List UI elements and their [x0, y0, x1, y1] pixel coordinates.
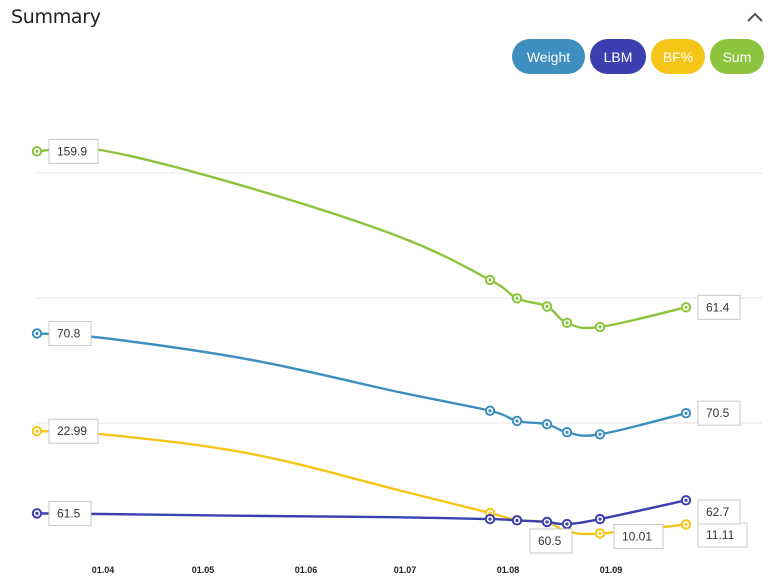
series-line-sum [36, 146, 687, 330]
series-line-bf [36, 430, 687, 536]
data-label: 10.01 [622, 529, 652, 543]
data-point-core [565, 522, 569, 526]
data-label: 159.9 [57, 144, 87, 158]
data-point-core [598, 531, 602, 536]
data-label: 62.7 [706, 505, 730, 519]
data-label-box [697, 294, 741, 320]
legend-weight[interactable]: Weight [512, 39, 585, 74]
series-line-lbm [36, 499, 687, 526]
x-tick-label: 01.05 [192, 565, 215, 575]
legend-sum[interactable]: Sum [710, 39, 764, 74]
legend-lbm[interactable]: LBM [590, 39, 646, 74]
data-point-core [35, 511, 39, 515]
data-point-core [515, 518, 519, 522]
data-label-box [697, 522, 748, 548]
data-point-core [545, 422, 549, 426]
data-point-core [515, 296, 519, 300]
legend-lbm-label: LBM [603, 48, 633, 65]
data-point-core [684, 498, 688, 502]
x-tick-label: 01.04 [92, 565, 115, 575]
chevron-up-icon[interactable] [746, 10, 764, 24]
data-label-box [48, 138, 99, 164]
data-label-box [48, 418, 99, 444]
data-point-core [565, 430, 569, 434]
chart-legend: Weight LBM BF% Sum [0, 39, 781, 75]
data-label: 11.11 [706, 528, 735, 542]
legend-weight-label: Weight [526, 48, 571, 65]
page-title: Summary [11, 6, 101, 28]
data-label-box [697, 400, 741, 426]
data-point-core [488, 511, 492, 515]
data-label-box [613, 523, 664, 549]
legend-bf-label: BF% [662, 48, 694, 65]
data-label: 61.4 [706, 300, 730, 314]
data-point-core [35, 331, 39, 336]
data-label-box [48, 500, 92, 526]
data-point-core [35, 429, 39, 433]
x-tick-label: 01.08 [497, 565, 520, 575]
data-label-box [529, 528, 573, 554]
data-point-core [488, 278, 492, 282]
data-point-core [545, 520, 549, 524]
data-point-core [515, 419, 519, 423]
legend-bf[interactable]: BF% [651, 39, 705, 74]
legend-sum-label: Sum [722, 48, 752, 65]
data-point-core [488, 409, 492, 413]
x-tick-label: 01.06 [295, 565, 318, 575]
data-label: 60.5 [538, 534, 562, 548]
data-point-core [35, 149, 39, 153]
data-point-core [545, 304, 549, 309]
data-point-core [684, 305, 688, 309]
data-point-core [598, 432, 602, 436]
data-label: 70.8 [57, 326, 81, 340]
data-label-box [48, 320, 92, 346]
data-label: 61.5 [57, 506, 81, 520]
x-tick-label: 01.09 [600, 565, 623, 575]
series-line-weight [36, 332, 687, 437]
x-tick-label: 01.07 [394, 565, 417, 575]
data-label: 70.5 [706, 406, 730, 420]
data-point-core [684, 522, 688, 527]
data-point-core [684, 411, 688, 415]
data-point-core [598, 325, 602, 329]
data-point-core [565, 321, 569, 325]
data-point-core [598, 517, 602, 521]
data-label: 22.99 [57, 424, 87, 438]
data-point-core [488, 517, 492, 521]
data-label-box [697, 499, 741, 525]
